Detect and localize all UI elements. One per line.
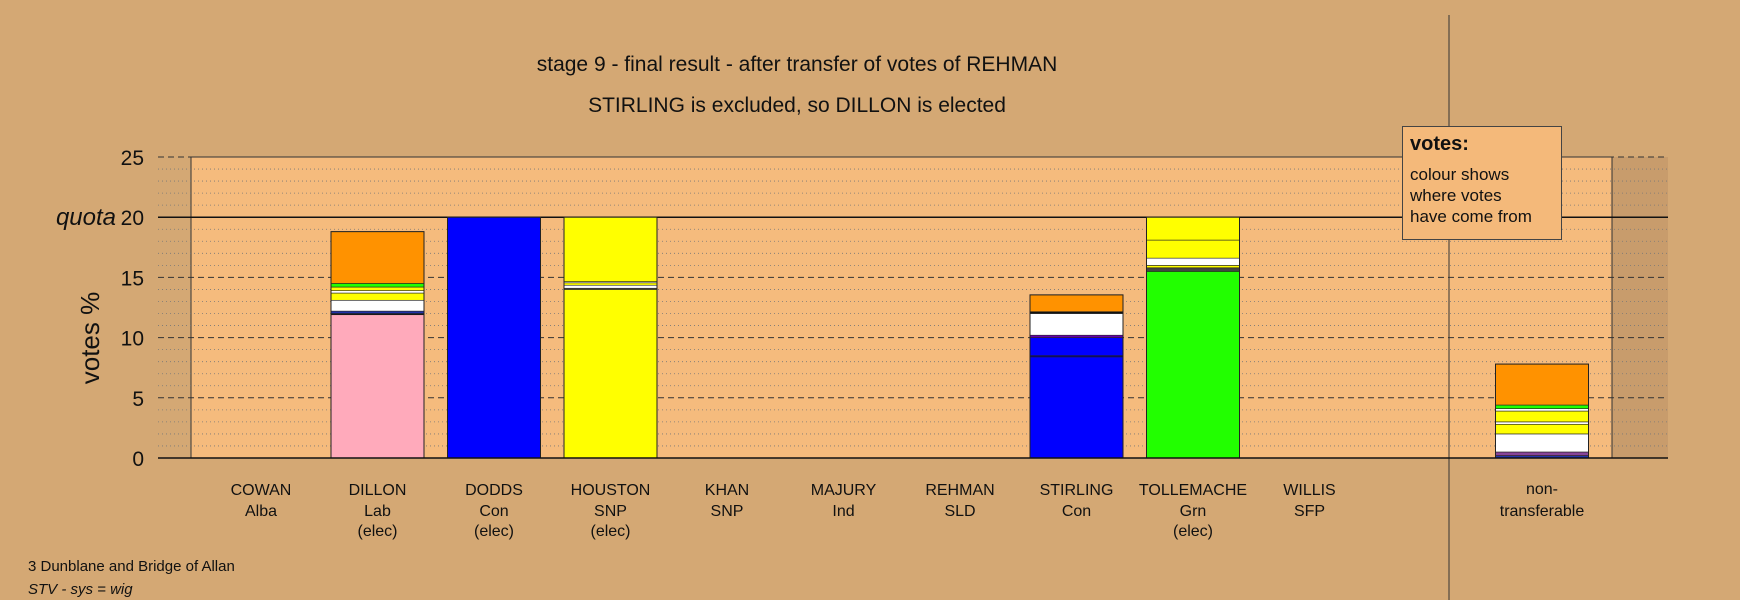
candidate-party: Alba: [245, 503, 277, 520]
candidate-name: HOUSTON: [571, 482, 651, 499]
bar-houston: [563, 216, 658, 459]
bar-segment: [1029, 356, 1124, 459]
candidate-party: SNP: [711, 503, 744, 520]
candidate-party: SFP: [1294, 503, 1325, 520]
y-axis: 0 5 10 15 20 25: [121, 147, 144, 471]
legend: votes: colour shows where votes have com…: [1402, 126, 1562, 240]
bar-segment: [1495, 363, 1589, 406]
bar-segment: [1146, 239, 1240, 259]
bar-segment: [1146, 257, 1240, 266]
candidate-name: KHAN: [705, 482, 749, 499]
bar-segment: [1146, 265, 1240, 269]
bar-segment: [447, 216, 541, 459]
bar-segment: [330, 292, 425, 301]
candidate-name: TOLLEMACHE: [1139, 482, 1247, 499]
right-shade: [1612, 157, 1668, 458]
x-axis-labels: COWAN Alba DILLON Lab (elec) DODDS Con (elec) HO…: [231, 481, 1585, 540]
candidate-name: COWAN: [231, 482, 292, 499]
bar-segment: [1495, 410, 1589, 423]
candidate-status: (elec): [357, 523, 397, 540]
bar-segment: [1495, 404, 1589, 409]
y-tick-label: 0: [132, 448, 144, 471]
bar-segment: [1495, 408, 1589, 412]
candidate-status: (elec): [590, 523, 630, 540]
bar-segment: [1029, 294, 1124, 313]
candidate-name: DODDS: [465, 482, 523, 499]
bar-segment: [563, 282, 658, 286]
bar-segment: [1146, 216, 1240, 241]
candidate-party: SLD: [944, 503, 975, 520]
candidate-party: SNP: [594, 503, 627, 520]
legend-line-2: where votes: [1410, 186, 1502, 205]
bar-segment: [563, 289, 658, 459]
legend-line-1: colour shows: [1410, 165, 1510, 184]
bar-segment: [1146, 267, 1240, 272]
quota-label: quota: [56, 204, 116, 231]
bar-segment: [330, 290, 425, 294]
chart-subtitle: STIRLING is excluded, so DILLON is elect…: [588, 94, 1006, 117]
ward-name: 3 Dunblane and Bridge of Allan: [28, 558, 235, 575]
y-tick-label: 15: [121, 267, 144, 290]
bar-segment: [1029, 334, 1124, 338]
legend-title: votes:: [1410, 133, 1469, 155]
bar-segment: [1495, 421, 1589, 425]
candidate-status: (elec): [1173, 523, 1213, 540]
bar-segment: [1029, 313, 1124, 336]
counting-system: STV - sys = wig: [28, 581, 133, 598]
bar-segment: [330, 231, 425, 284]
bar-segment: [563, 284, 658, 289]
candidate-party: Lab: [364, 503, 391, 520]
chart-title: stage 9 - final result - after transfer …: [537, 53, 1058, 76]
bar-segment: [330, 310, 425, 314]
candidate-party: Grn: [1180, 503, 1207, 520]
bar-segment: [1029, 337, 1124, 356]
y-axis-label: votes %: [75, 292, 105, 385]
bar-segment: [330, 299, 425, 312]
nontransferable-label: non-: [1526, 481, 1558, 498]
y-tick-label: 5: [132, 388, 144, 411]
bar-nontransferable: [1495, 363, 1589, 459]
candidate-name: REHMAN: [925, 482, 994, 499]
bar-dodds: [447, 216, 541, 459]
candidate-party: Con: [479, 503, 508, 520]
bar-segment: [330, 283, 425, 288]
legend-line-3: have come from: [1410, 207, 1532, 226]
bar-dillon: [330, 231, 425, 459]
bar-stirling: [1029, 294, 1124, 459]
candidate-status: (elec): [474, 523, 514, 540]
candidate-party: Ind: [832, 503, 854, 520]
bar-segment: [563, 216, 658, 282]
candidate-name: WILLIS: [1283, 482, 1335, 499]
bar-segment: [330, 286, 425, 291]
bar-segment: [330, 314, 425, 459]
y-tick-label: 20: [121, 207, 144, 230]
bar-segment: [1495, 423, 1589, 435]
candidate-name: DILLON: [349, 482, 407, 499]
bar-segment: [1495, 433, 1589, 453]
bar-segment: [1495, 451, 1589, 456]
y-tick-label: 10: [121, 328, 144, 351]
y-tick-label: 25: [121, 147, 144, 170]
bar-tollemache: [1146, 216, 1240, 459]
candidate-party: Con: [1062, 503, 1091, 520]
bars: [330, 216, 1589, 459]
candidate-name: STIRLING: [1040, 482, 1114, 499]
bar-segment: [1146, 271, 1240, 459]
plot-area: [190, 156, 1613, 459]
candidate-name: MAJURY: [811, 482, 877, 499]
nontransferable-label: transferable: [1500, 503, 1585, 520]
